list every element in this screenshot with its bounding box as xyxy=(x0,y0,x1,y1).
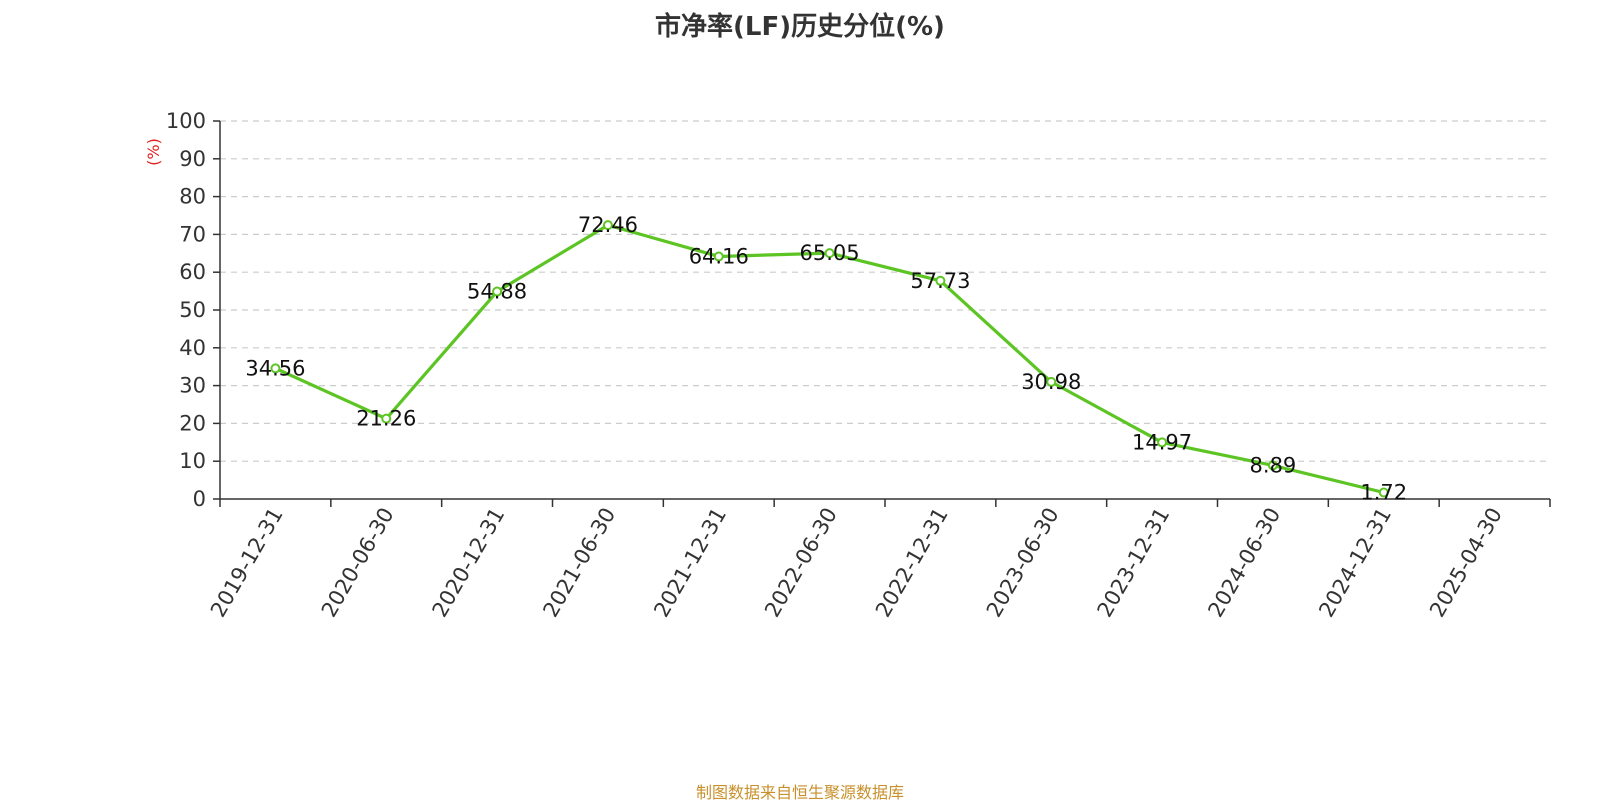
data-label: 30.98 xyxy=(1021,370,1081,394)
data-label: 72.46 xyxy=(578,213,638,237)
data-label: 14.97 xyxy=(1132,430,1192,454)
data-points xyxy=(270,220,1389,498)
data-label: 21.26 xyxy=(356,407,416,431)
y-tick-label: 90 xyxy=(179,147,206,171)
x-tick-label: 2024-12-31 xyxy=(1314,504,1396,622)
data-point xyxy=(1378,487,1389,498)
y-tick-label: 0 xyxy=(193,487,206,511)
grid-lines xyxy=(220,120,1550,462)
chart-title: 市净率(LF)历史分位(%) xyxy=(655,12,945,42)
source-note: 制图数据来自恒生聚源数据库 xyxy=(695,783,904,802)
y-axis-unit-label: (%) xyxy=(144,138,163,166)
series-line-path xyxy=(274,223,1385,495)
x-tick-label: 2025-04-30 xyxy=(1425,504,1507,622)
axes: 0 10 20 30 40 50 60 70 80 90 100 2019-12-31 2020-06-… xyxy=(166,109,1551,622)
x-tick-label: 2021-06-30 xyxy=(538,504,620,622)
x-tick-label: 2022-12-31 xyxy=(871,504,953,622)
data-label: 57.73 xyxy=(910,269,970,293)
data-point xyxy=(492,286,503,297)
data-point xyxy=(1046,376,1057,387)
data-point xyxy=(935,275,946,286)
data-label: 65.05 xyxy=(800,241,860,265)
y-tick-label: 50 xyxy=(179,298,206,322)
data-point xyxy=(1157,437,1168,448)
y-tick-label: 60 xyxy=(179,260,206,284)
y-tick-label: 100 xyxy=(166,109,206,133)
data-label: 1.72 xyxy=(1360,480,1407,504)
x-tick-label: 2024-06-30 xyxy=(1203,504,1285,622)
data-point xyxy=(713,251,724,262)
x-tick-label: 2022-06-30 xyxy=(760,504,842,622)
data-point xyxy=(602,220,613,231)
x-tick-label: 2023-06-30 xyxy=(982,504,1064,622)
y-tick-label: 20 xyxy=(179,411,206,435)
data-label: 8.89 xyxy=(1250,453,1297,477)
x-tick-label: 2021-12-31 xyxy=(649,504,731,622)
x-tick-label: 2020-12-31 xyxy=(428,504,510,622)
data-point xyxy=(270,363,281,374)
x-tick-label: 2019-12-31 xyxy=(206,504,288,622)
data-label: 34.56 xyxy=(245,356,305,380)
x-tick-label: 2020-06-30 xyxy=(317,504,399,622)
data-point xyxy=(824,248,835,259)
y-tick-label: 30 xyxy=(179,374,206,398)
x-tick-label: 2023-12-31 xyxy=(1093,504,1175,622)
y-tick-label: 10 xyxy=(179,449,206,473)
y-tick-label: 80 xyxy=(179,185,206,209)
data-point xyxy=(381,413,392,424)
data-labels: 34.56 21.26 54.88 72.46 64.16 65.05 57.73 30.98… xyxy=(245,213,1407,504)
y-tick-label: 40 xyxy=(179,336,206,360)
y-tick-label: 70 xyxy=(179,222,206,246)
data-label: 64.16 xyxy=(689,244,749,268)
series-line xyxy=(274,223,1385,495)
data-point xyxy=(1267,460,1278,471)
data-label: 54.88 xyxy=(467,280,527,304)
